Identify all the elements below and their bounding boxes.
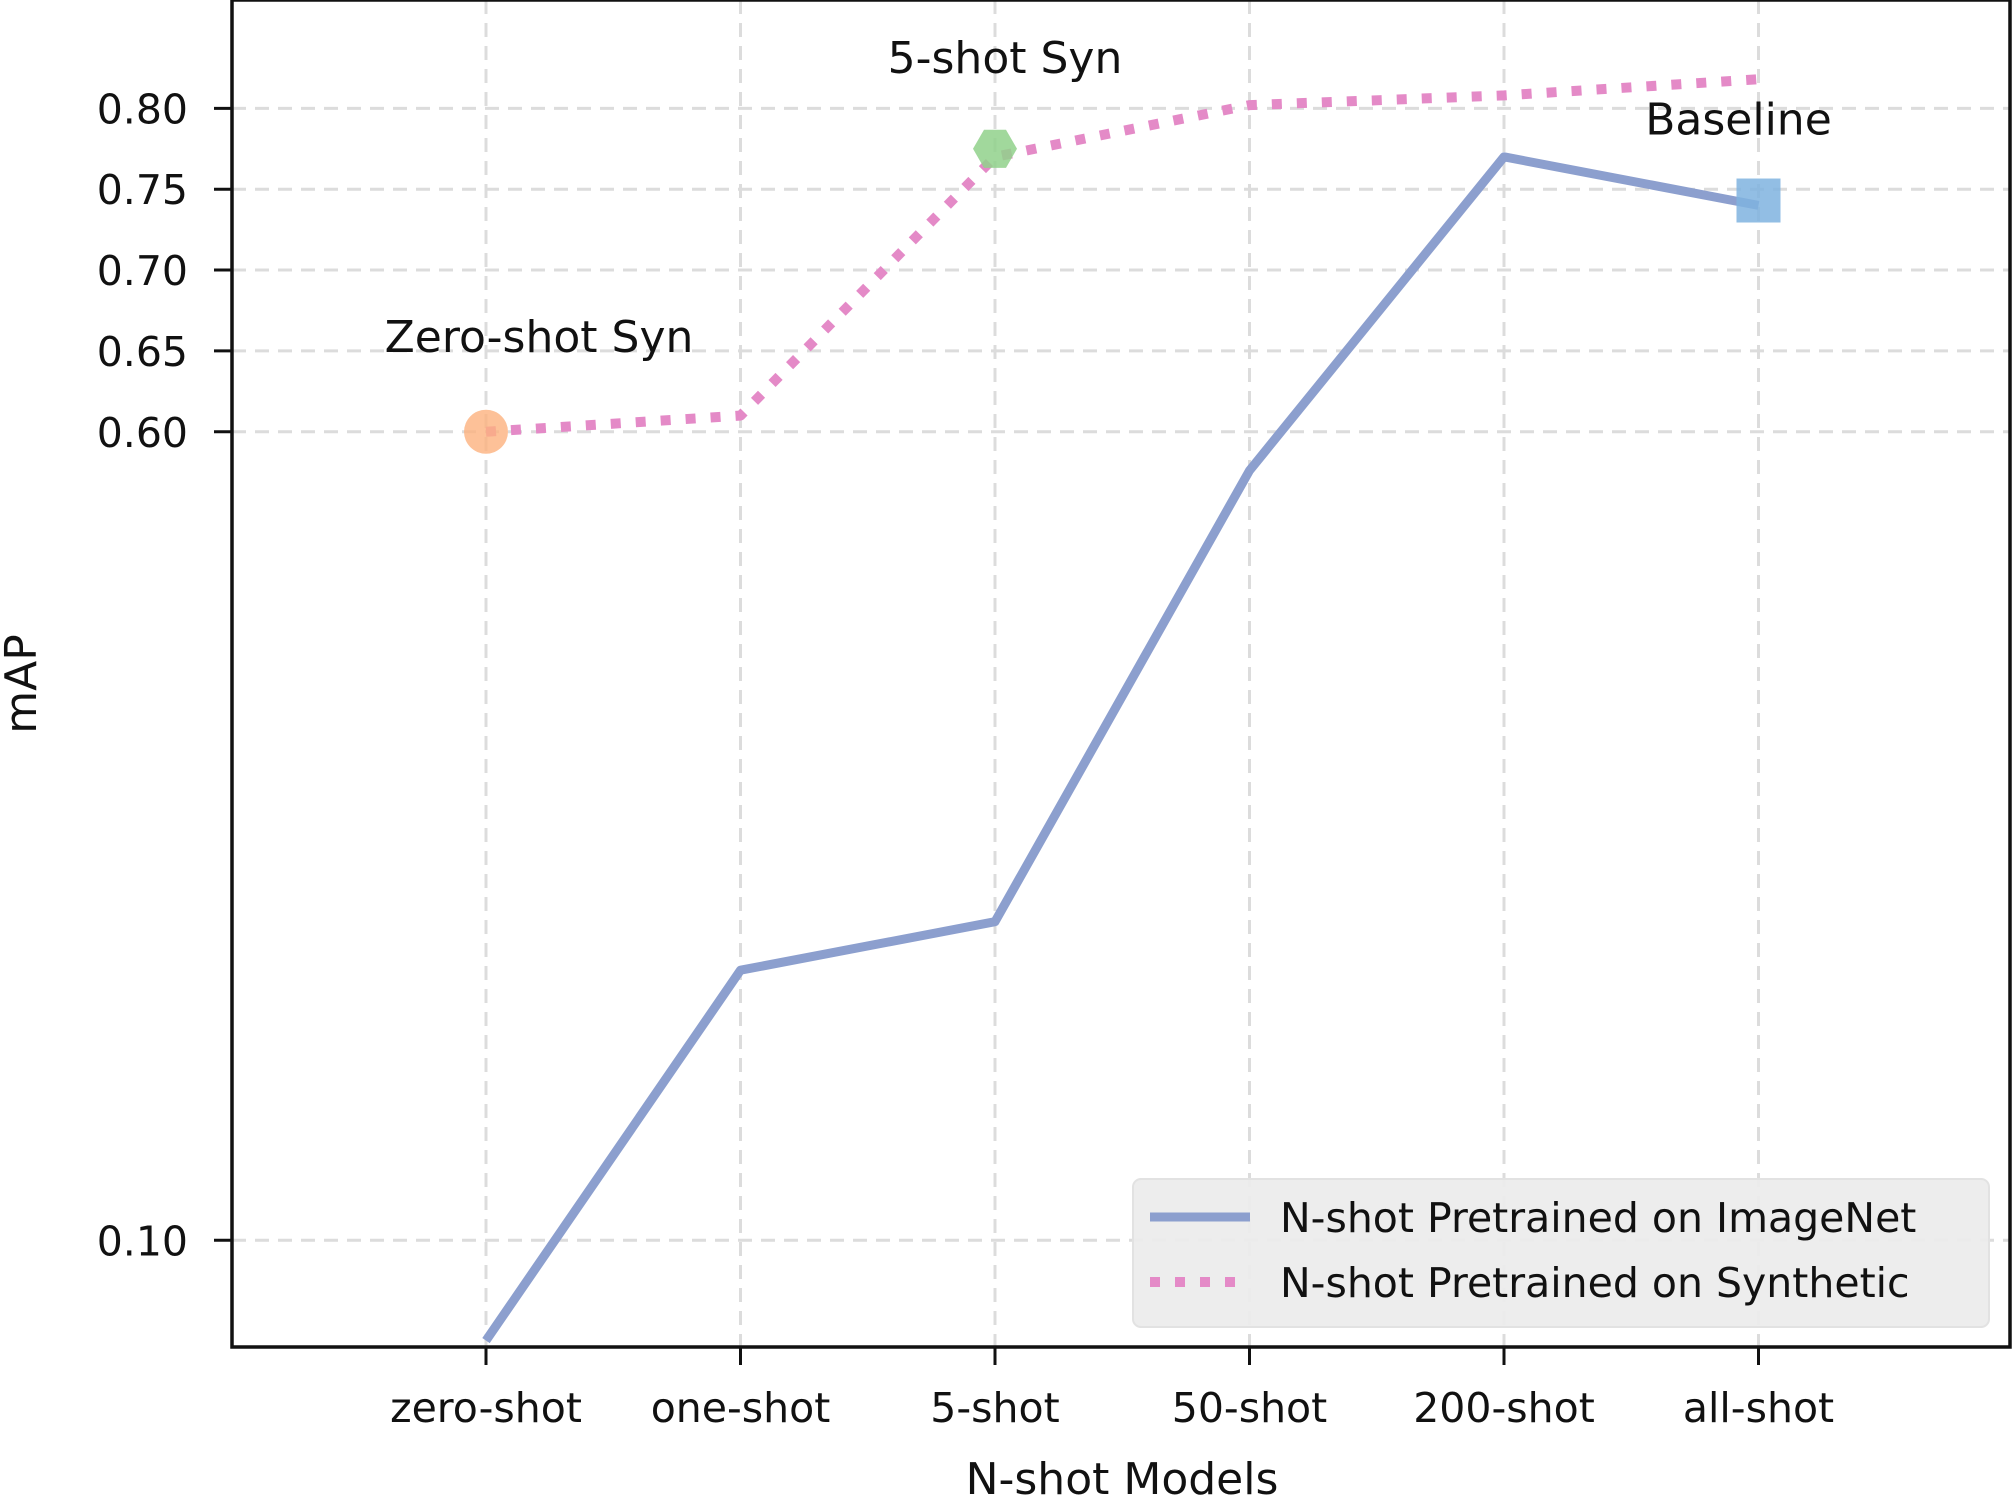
x-tick-label: one-shot	[651, 1384, 831, 1432]
x-tick-label: 50-shot	[1172, 1384, 1327, 1432]
marker-zero-shot-syn	[464, 409, 508, 454]
y-tick-label: 0.60	[97, 409, 188, 457]
legend-box	[1132, 1178, 1990, 1328]
legend-label-synthetic: N-shot Pretrained on Synthetic	[1280, 1259, 1910, 1307]
plot-frame	[230, 0, 2012, 1349]
legend: N-shot Pretrained on ImageNet N-shot Pre…	[1132, 1178, 1990, 1328]
annotations: Zero-shot Syn 5-shot Syn Baseline	[385, 33, 1832, 363]
y-tick-label: 0.80	[97, 85, 188, 133]
y-tick-label: 0.65	[97, 328, 188, 376]
marker-5-shot-syn	[973, 129, 1017, 168]
annotation-baseline: Baseline	[1645, 95, 1832, 146]
y-axis-label: mAP	[0, 634, 47, 734]
x-tick-label: all-shot	[1683, 1384, 1834, 1432]
legend-label-imagenet: N-shot Pretrained on ImageNet	[1280, 1194, 1916, 1242]
marker-baseline	[1736, 178, 1781, 223]
x-axis-label: N-shot Models	[966, 1454, 1279, 1501]
x-tick-label: 5-shot	[930, 1384, 1059, 1432]
series-line-imagenet	[482, 152, 1760, 1344]
annotation-zero-shot-syn: Zero-shot Syn	[385, 312, 694, 363]
series-lines	[482, 74, 1760, 1344]
series-line-synthetic	[485, 74, 1759, 437]
y-tick-label: 0.10	[97, 1217, 188, 1265]
x-tick-label: zero-shot	[390, 1384, 582, 1432]
annotation-5-shot-syn: 5-shot Syn	[888, 33, 1123, 84]
x-tick-label: 200-shot	[1413, 1384, 1595, 1432]
y-tick-label: 0.75	[97, 166, 188, 214]
annotation-markers	[464, 129, 1781, 454]
y-tick-label: 0.70	[97, 247, 188, 295]
axis-ticks: zero-shot one-shot 5-shot 50-shot 200-shot al…	[97, 85, 1834, 1432]
